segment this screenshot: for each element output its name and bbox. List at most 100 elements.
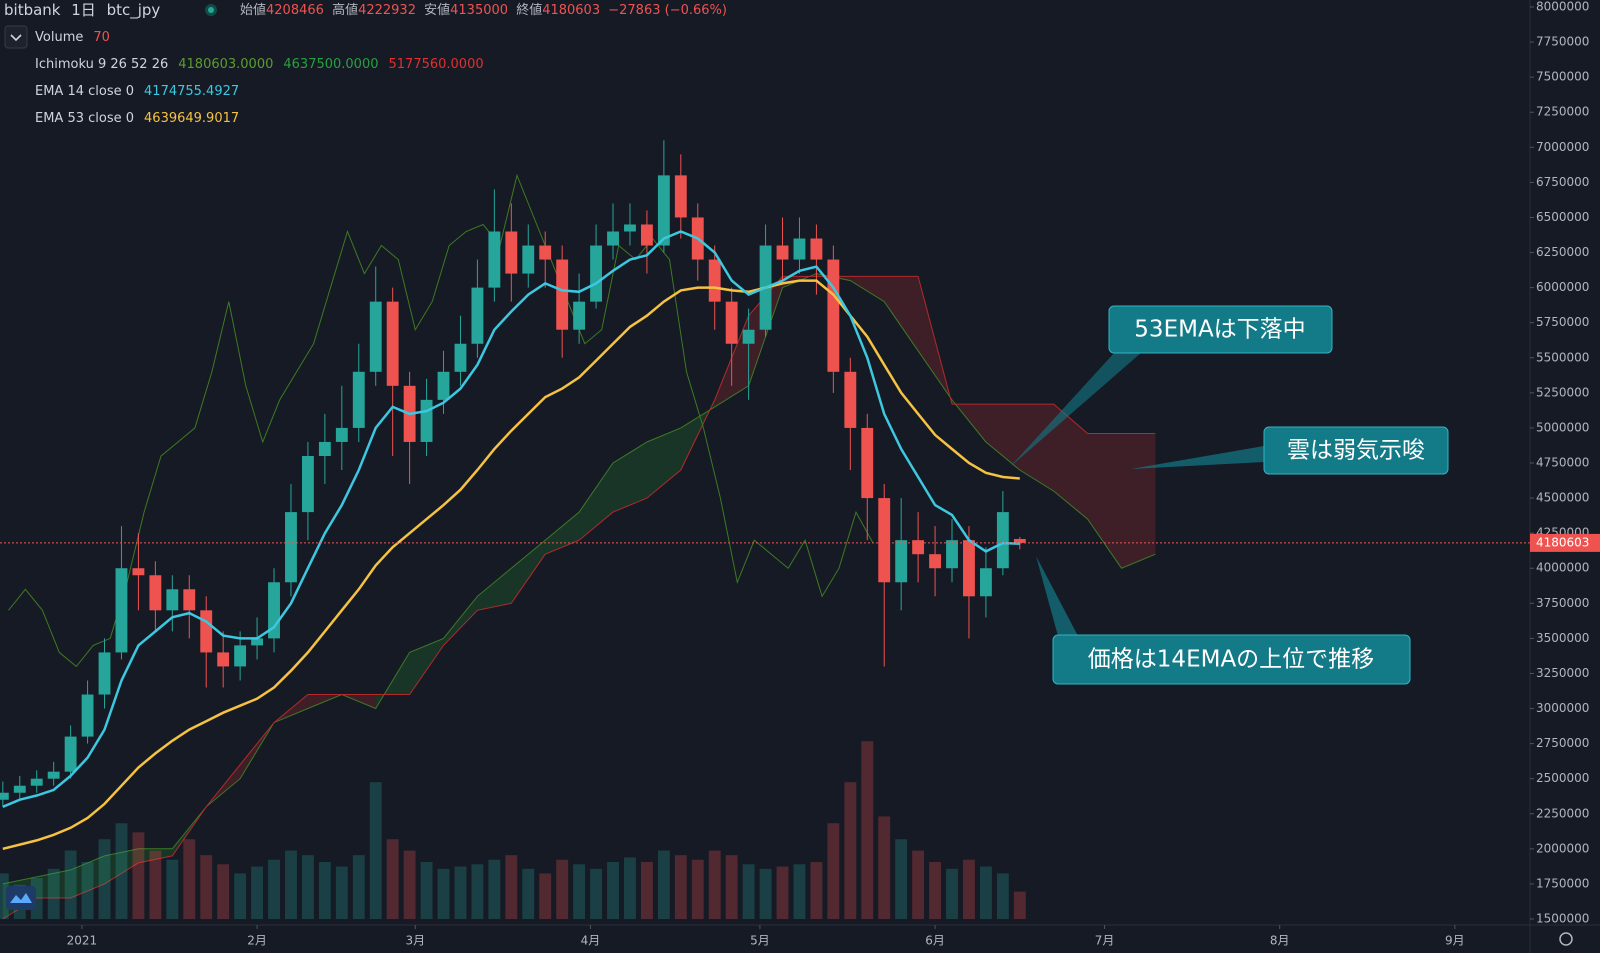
candle-body (183, 589, 196, 611)
interval: 1日 (71, 1, 96, 19)
volume-bar (200, 855, 213, 919)
volume-bar (98, 839, 111, 919)
candle-body (708, 259, 721, 302)
candle-body (810, 238, 823, 260)
volume-bar (335, 866, 348, 919)
volume-bar (420, 862, 433, 919)
candle-body (81, 694, 94, 737)
volume-bar (217, 864, 230, 919)
candle-body (0, 792, 9, 800)
y-tick-label: 3500000 (1536, 631, 1589, 645)
volume-bar (590, 868, 602, 919)
candle-body (1013, 538, 1026, 543)
legend-value: 4637500.0000 (283, 57, 378, 72)
y-tick-label: 4000000 (1536, 561, 1589, 575)
legend-name: EMA 53 close 0 (35, 111, 134, 126)
cloud-fill (646, 427, 681, 499)
x-tick-label: 5月 (750, 934, 770, 948)
y-tick-label: 3250000 (1536, 666, 1589, 680)
candle-body (861, 427, 874, 499)
cloud-fill (579, 463, 613, 541)
y-tick-label: 2000000 (1536, 841, 1589, 855)
x-tick-label: 6月 (925, 934, 945, 948)
volume-bar (318, 862, 331, 919)
cloud-fill (1121, 433, 1156, 569)
candle-body (776, 245, 789, 260)
logo[interactable] (6, 886, 36, 910)
candle-body (318, 441, 331, 456)
candle-body (488, 231, 501, 288)
candle-body (301, 455, 314, 513)
collapse-button[interactable] (4, 25, 28, 49)
y-tick-label: 3000000 (1536, 701, 1589, 715)
settings-icon[interactable] (1559, 932, 1573, 946)
volume-bar (946, 868, 958, 919)
cloud-fill (850, 276, 885, 302)
y-tick-label: 7000000 (1536, 140, 1589, 154)
x-tick-label: 4月 (581, 934, 601, 948)
volume-bar (352, 855, 365, 919)
legend: Volume 70 Ichimoku 9 26 52 26 4180603.0000 4… (35, 30, 484, 126)
x-tick-label: 3月 (405, 934, 425, 948)
candle-body (98, 652, 111, 695)
volume-bar (1013, 891, 1026, 919)
candle-body (149, 575, 162, 611)
y-tick-label: 5250000 (1536, 385, 1589, 399)
candle-body (827, 259, 840, 372)
cloud-fill (1087, 433, 1122, 569)
last-price-box (1530, 533, 1600, 552)
chevron-icon (10, 34, 22, 42)
cloud-fill (884, 276, 919, 351)
y-tick-label: 7500000 (1536, 70, 1589, 84)
volume-bar (624, 857, 636, 919)
x-tick-label: 9月 (1445, 934, 1465, 948)
status-dot (208, 7, 214, 13)
candle-body (369, 301, 382, 372)
y-tick-label: 1750000 (1536, 876, 1589, 890)
candle-body (166, 589, 179, 611)
volume-bar (776, 866, 789, 919)
cloud-fill (985, 404, 1020, 470)
candle-body (573, 301, 586, 330)
open-label: 始値 (240, 2, 266, 18)
low-label: 安値 (424, 2, 450, 18)
legend-value: 70 (93, 30, 110, 45)
legend-entry: EMA 53 close 0 4639649.9017 (35, 111, 239, 126)
candle-body (234, 645, 247, 667)
volume-bar (725, 855, 738, 919)
y-tick-label: 7250000 (1536, 105, 1589, 119)
candle-body (30, 778, 43, 786)
volume-bar (30, 877, 43, 919)
candle-body (386, 301, 399, 386)
y-tick-label: 8000000 (1536, 0, 1589, 14)
candle-body (793, 238, 806, 260)
y-tick-label: 6000000 (1536, 280, 1589, 294)
volume-bar (115, 823, 128, 919)
callout-pointer (1131, 446, 1264, 469)
candle-body (895, 540, 908, 583)
volume-bar (996, 873, 1009, 919)
y-tick-label: 6750000 (1536, 175, 1589, 189)
legend-value: 4180603.0000 (178, 57, 273, 72)
callout-box (1263, 426, 1449, 475)
candle-body (996, 512, 1009, 569)
cloud-fill (138, 848, 173, 863)
candle-body (47, 771, 60, 779)
volume-bar (166, 859, 179, 919)
cloud-fill (36, 869, 71, 898)
candle-body (268, 582, 280, 639)
span-a-line (2, 273, 1156, 885)
x-tick-label: 7月 (1095, 934, 1115, 948)
callout-text: 価格は14EMAの上位で推移 (1088, 647, 1374, 673)
symbol: btc_jpy (107, 1, 161, 20)
candle-body (420, 399, 433, 442)
candle-body (352, 371, 365, 428)
volume-bar (878, 816, 891, 919)
y-tick-label: 2500000 (1536, 771, 1589, 785)
low-value: 4135000 (450, 3, 508, 18)
legend-entry: Volume 70 (35, 30, 110, 45)
candle-body (844, 371, 857, 428)
legend-value: 5177560.0000 (389, 57, 484, 72)
close-value: 4180603 (542, 3, 600, 18)
